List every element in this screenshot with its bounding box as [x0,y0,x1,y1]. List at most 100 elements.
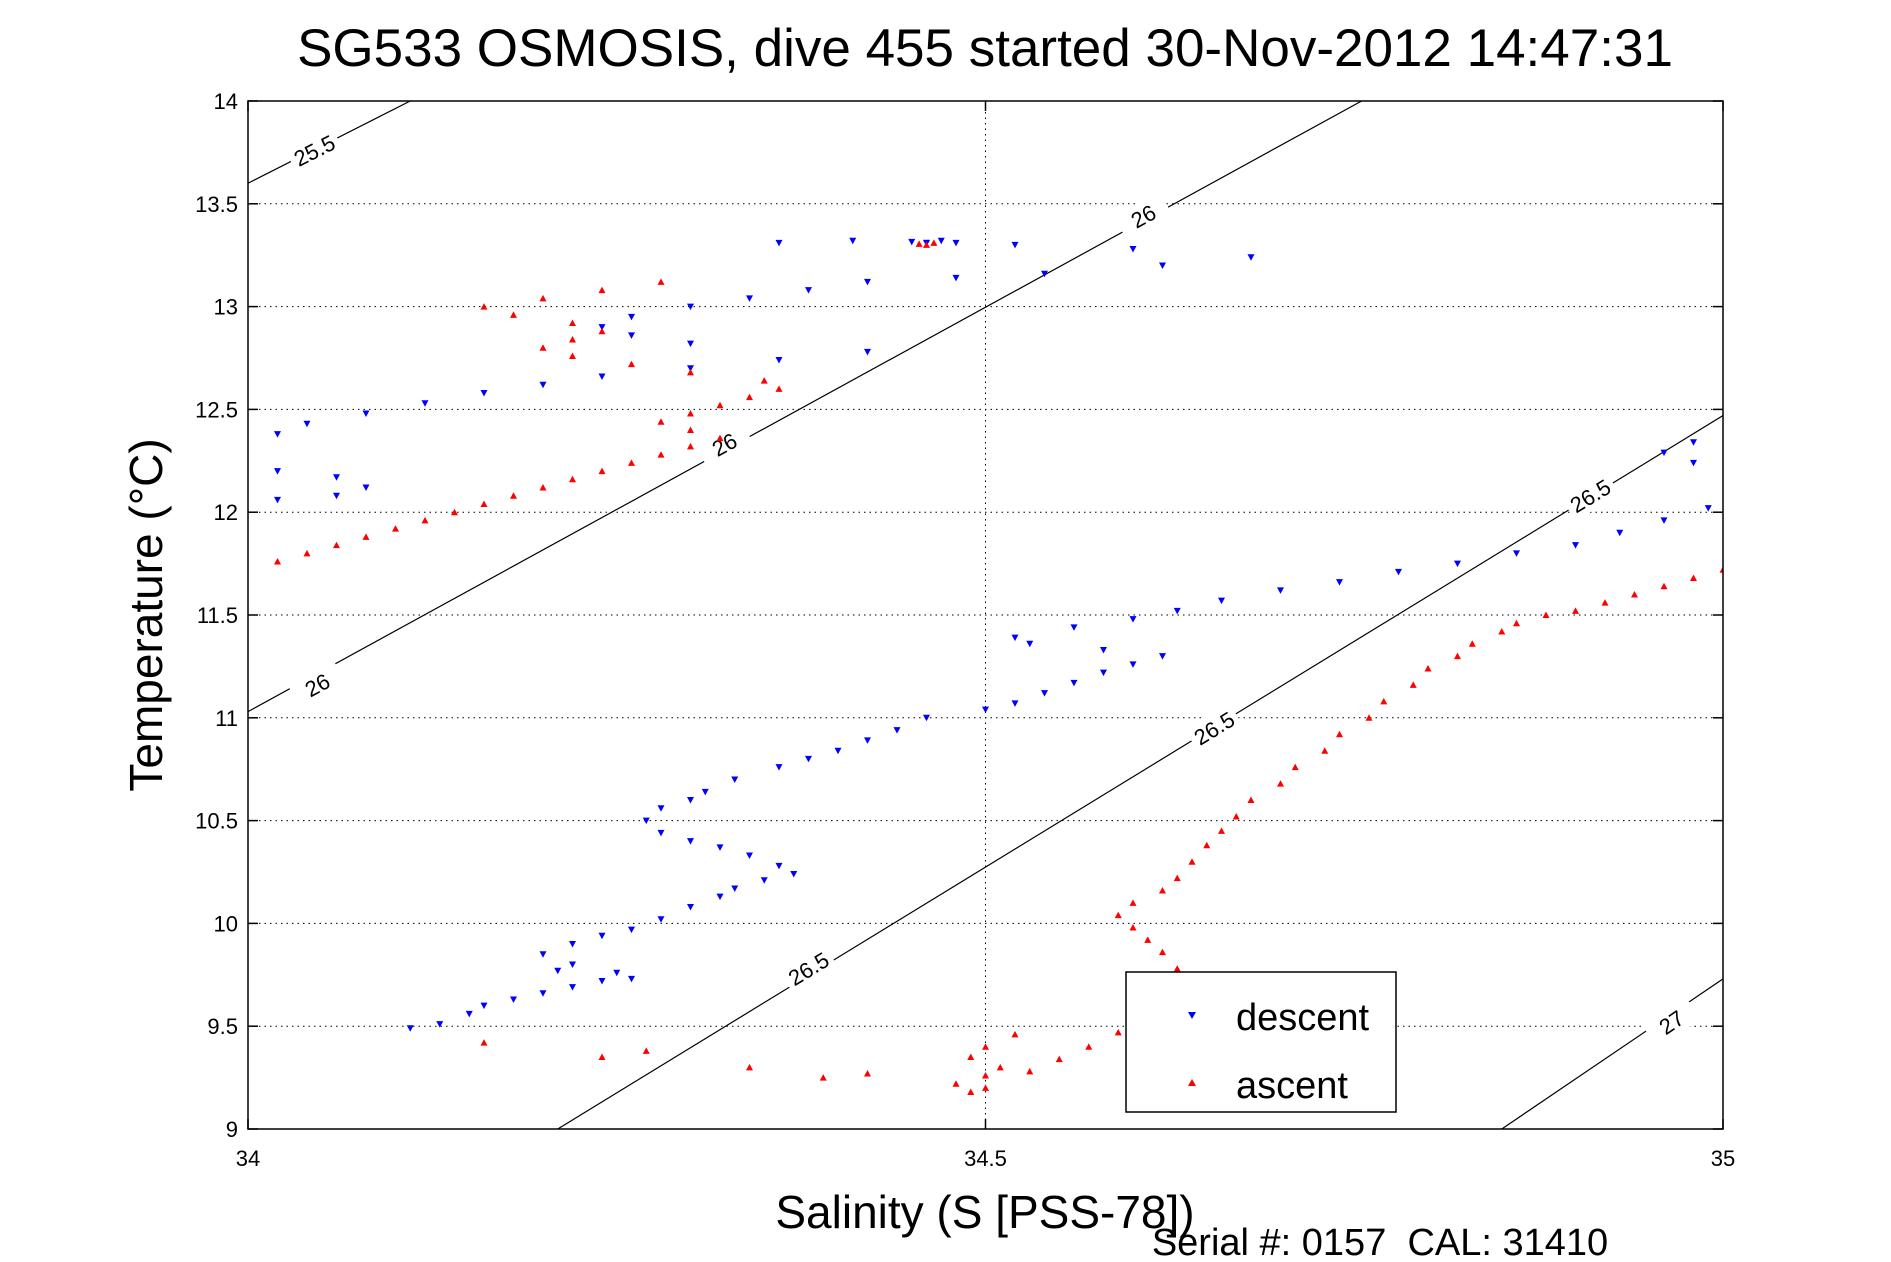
descent-point [598,932,606,940]
grid-lines [248,101,1723,1129]
descent-point [1277,587,1284,594]
contour-label-background [1560,470,1620,522]
ascent-point [760,377,768,384]
ascent-point [687,442,694,450]
descent-point [1100,669,1107,677]
contour-label-background [694,419,754,470]
y-tick-label: 12 [214,500,238,525]
axis-tick-labels: 34 34.5 35 9 9.5 10 10.5 11 11.5 12 12.5 13 13.5 14 [195,89,1735,1171]
descent-point [760,877,768,884]
descent-point [480,389,488,397]
contour-label-background [1184,702,1244,754]
descent-point [362,484,370,492]
ascent-point [1336,730,1343,738]
legend-box [1125,971,1397,1113]
y-tick-label: 9.5 [207,1014,238,1039]
ascent-point [510,311,517,318]
ascent-point [598,467,606,475]
ascent-point [333,541,340,549]
contour-label-background [1113,191,1173,241]
ascent-point [1291,763,1299,771]
ascent-point [1498,627,1506,635]
ascent-point [569,319,576,327]
ascent-point [1114,911,1122,919]
ascent-point [1719,566,1723,573]
ascent-point [1218,827,1225,834]
descent-point [952,274,960,282]
ascent-point [657,451,665,458]
descent-point [982,706,989,714]
ascent-point [996,1063,1004,1071]
density-contour-26 [248,101,1362,713]
descent-point [657,829,665,837]
descent-point [480,1002,488,1010]
descent-point [790,871,798,878]
ascent-point [967,1053,975,1061]
axis-ticks [247,100,1724,1130]
ascent-point [1572,607,1579,614]
x-tick-label: 34 [236,1146,260,1171]
ascent-point [569,475,576,483]
density-contour-26.5 [557,415,1723,1129]
descent-point [539,990,547,997]
y-tick-label: 10 [214,911,238,936]
descent-point [539,951,547,958]
descent-point [1704,505,1712,512]
ascent-point [746,1063,753,1071]
ascent-point [923,241,930,248]
descent-point [303,420,311,428]
y-tick-label: 13 [214,295,238,320]
ascent-point [1055,1055,1063,1063]
ascent-point [1409,681,1417,688]
y-tick-label: 12.5 [195,397,238,422]
descent-point [598,373,606,381]
descent-point [1041,270,1048,278]
descent-point [1041,690,1048,697]
descent-point [598,324,606,331]
contour-label-background [284,126,344,175]
descent-point [1129,246,1137,253]
descent-point [1173,607,1181,615]
ascent-point [1660,582,1668,590]
y-tick-label: 9 [226,1117,238,1142]
ascent-point [982,1072,989,1079]
descent-point [1011,700,1019,707]
descent-point [1100,646,1107,654]
ascent-point [1085,1043,1093,1050]
descent-point [1616,529,1624,537]
ascent-point [775,385,783,392]
ascent-point [687,368,694,376]
ascent-point [362,533,370,540]
legend-descent-marker [1188,1012,1196,1019]
descent-point [657,916,665,923]
ascent-point [1321,747,1329,754]
ascent-point [982,1084,989,1091]
ascent-point [539,344,547,351]
descent-point [908,238,916,246]
ascent-point [1173,965,1181,972]
descent-point [1070,679,1078,687]
descent-point [952,239,960,247]
ascent-point [1247,796,1255,804]
x-tick-label: 35 [1711,1146,1735,1171]
y-tick-label: 11.5 [197,603,238,628]
descent-point [554,967,562,975]
ascent-point [274,558,281,565]
descent-point [1247,254,1255,261]
ascent-point [930,239,938,246]
descent-point [687,838,694,845]
descent-point [1011,241,1019,249]
ascent-point [628,360,635,368]
ascent-point [642,1047,650,1054]
y-tick-label: 13.5 [195,192,238,217]
descent-point [716,844,724,851]
data-points [274,237,1723,1095]
ascent-point [1277,780,1284,787]
x-tick-label: 34.5 [964,1146,1007,1171]
descent-point [775,764,783,771]
descent-point [834,747,842,755]
descent-point [1660,449,1668,457]
descent-point [406,1025,414,1032]
descent-point [657,805,665,812]
